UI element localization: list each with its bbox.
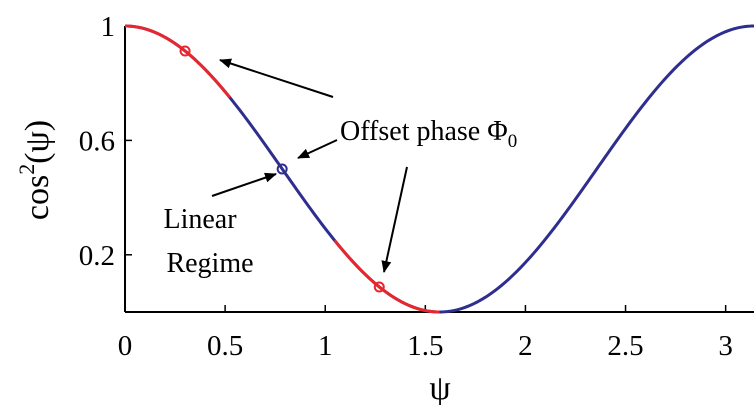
- y-ticks: 0.2 0.6 1: [79, 11, 132, 272]
- annotation-arrows: [211, 58, 408, 273]
- arrow-to-lower-marker: [381, 166, 408, 273]
- y-axis-label-base: cos: [19, 175, 56, 220]
- linear-regime-annotation-line1: Linear: [163, 204, 237, 235]
- y-tick-label: 0.2: [79, 240, 115, 272]
- offset-phase-annotation: Offset phase Φ0: [340, 116, 517, 152]
- x-tick-label: 2: [518, 330, 533, 362]
- linear-regime-segment: [333, 239, 441, 314]
- x-tick-label: 0: [118, 330, 133, 362]
- y-tick-label: 0.6: [79, 125, 115, 157]
- offset-phase-subscript: 0: [508, 131, 518, 152]
- x-tick-label: 3: [718, 330, 733, 362]
- x-tick-label: 1: [318, 330, 333, 362]
- offset-phase-text: Offset phase Φ: [340, 116, 508, 147]
- operating-point-marker: [373, 281, 385, 293]
- y-axis-label-arg: (ψ): [19, 120, 56, 164]
- arrow-to-upper-marker: [219, 58, 334, 98]
- x-tick-label: 1.5: [407, 330, 443, 362]
- y-tick-label: 1: [101, 11, 116, 43]
- linear-regime-annotation-line2: Regime: [166, 248, 253, 279]
- y-axis-label: cos2(ψ): [14, 120, 56, 220]
- series-group: [123, 24, 755, 314]
- linear-regime-segment: [123, 24, 232, 99]
- x-tick-label: 2.5: [607, 330, 643, 362]
- y-axis-label-sup: 2: [14, 164, 39, 175]
- arrow-linear-to-middle-marker: [211, 172, 277, 197]
- x-axis-label: ψ: [429, 370, 450, 405]
- marker-group: [179, 45, 385, 293]
- x-tick-label: 0.5: [207, 330, 243, 362]
- operating-point-marker: [179, 45, 191, 57]
- operating-point-marker: [276, 163, 288, 175]
- x-ticks: 0 0.5 1 1.5 2 2.5 3: [118, 305, 733, 362]
- arrow-to-middle-marker: [297, 139, 338, 159]
